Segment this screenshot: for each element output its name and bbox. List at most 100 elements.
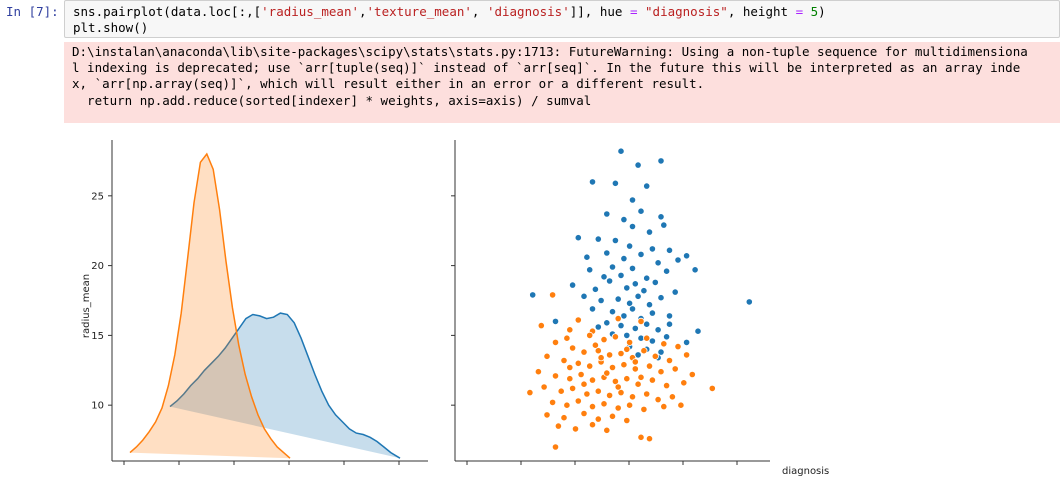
scatter-point <box>620 361 628 369</box>
stderr-line: D:\instalan\anaconda\lib\site-packages\s… <box>72 44 1028 59</box>
scatter-point <box>645 362 654 370</box>
scatter-point <box>745 298 753 306</box>
scatter-point <box>637 317 645 325</box>
scatter-point <box>614 404 622 412</box>
scatter-point <box>708 384 716 392</box>
scatter-point <box>551 372 560 380</box>
scatter-point <box>580 292 588 300</box>
scatter-point <box>662 267 671 275</box>
scatter-point <box>648 309 657 317</box>
y-tick-label: 15 <box>91 331 104 342</box>
scatter-point <box>594 235 602 243</box>
scatter-point <box>588 305 597 313</box>
scatter-point <box>631 358 639 366</box>
scatter-point <box>654 326 662 334</box>
scatter-point <box>605 391 614 399</box>
scatter-point <box>665 356 674 365</box>
scatter-point <box>662 381 671 390</box>
scatter-point <box>643 320 651 328</box>
scatter-point <box>634 351 642 359</box>
scatter-axes <box>451 140 770 465</box>
scatter-point <box>682 252 691 260</box>
scatter-point <box>620 312 628 320</box>
scatter-point <box>637 250 645 258</box>
scatter-point <box>631 324 639 332</box>
scatter-point <box>628 264 637 272</box>
kde-line <box>129 152 291 459</box>
code-token: 'texture_mean' <box>366 4 472 19</box>
kde-axes: 10 15 20 25 <box>91 140 428 465</box>
scatter-point <box>611 377 620 385</box>
scatter-point <box>651 352 659 360</box>
scatter-point <box>591 341 600 349</box>
scatter-point <box>577 370 585 379</box>
scatter-point <box>580 348 588 356</box>
scatter-point <box>674 342 682 351</box>
scatter-point <box>540 383 548 391</box>
scatter-point <box>594 347 602 355</box>
scatter-point <box>660 340 668 348</box>
scatter-point <box>534 368 543 376</box>
y-tick-label: 20 <box>91 261 104 272</box>
scatter-point <box>568 281 577 289</box>
scatter-point <box>628 196 637 204</box>
scatter-point <box>648 245 657 253</box>
scatter-point <box>643 274 651 282</box>
code-text[interactable]: sns.pairplot(data.loc[:,['radius_mean','… <box>73 4 826 36</box>
scatter-point <box>657 368 665 376</box>
code-line-2: plt.show() <box>73 20 149 35</box>
scatter-point <box>594 323 602 331</box>
scatter-point <box>600 400 608 408</box>
scatter-point <box>557 387 565 395</box>
scatter-point <box>645 301 654 309</box>
scatter-point <box>548 398 557 406</box>
code-line-1: sns.pairplot(data.loc[:,['radius_mean','… <box>73 4 826 19</box>
scatter-point <box>677 401 685 409</box>
stderr-text: D:\instalan\anaconda\lib\site-packages\s… <box>72 44 1028 109</box>
scatter-point <box>605 351 614 359</box>
code-input-area[interactable]: sns.pairplot(data.loc[:,['radius_mean','… <box>64 0 1060 38</box>
scatter-point <box>597 296 605 305</box>
scatter-point <box>554 422 563 430</box>
scatter-point <box>588 421 597 429</box>
scatter-point <box>526 388 534 397</box>
cell-prompt: In [7]: <box>6 4 59 19</box>
scatter-point <box>665 246 674 254</box>
scatter-point <box>660 402 668 411</box>
scatter-point <box>660 221 668 229</box>
scatter-point <box>617 349 625 358</box>
scatter-point <box>591 285 600 293</box>
scatter-point <box>608 263 617 271</box>
scatter-point <box>574 234 582 242</box>
scatter-point <box>543 411 551 419</box>
scatter-point <box>611 236 620 245</box>
scatter-point <box>662 333 671 341</box>
scatter-point <box>586 362 594 370</box>
scatter-point <box>625 242 634 250</box>
scatter-point <box>665 320 674 328</box>
scatter-point <box>603 319 611 327</box>
scatter-point <box>551 443 560 451</box>
scatter-point <box>637 373 645 381</box>
scatter-point <box>654 395 662 404</box>
scatter-point <box>645 228 654 236</box>
y-axis-label: radius_mean <box>81 274 92 338</box>
scatter-point <box>688 370 696 379</box>
scatter-point <box>623 331 631 339</box>
scatter-point <box>643 334 651 342</box>
scatter-point <box>691 266 699 274</box>
scatter-point <box>574 359 582 367</box>
scatter-point <box>623 375 631 383</box>
scatter-point <box>617 388 625 397</box>
scatter-point <box>597 354 605 362</box>
scatter-point <box>551 317 560 325</box>
scatter-point <box>625 338 634 346</box>
code-token: 5 <box>810 4 819 19</box>
scatter-point <box>566 363 574 372</box>
scatter-point <box>674 256 682 264</box>
scatter-point <box>617 321 625 330</box>
scatter-point <box>560 414 568 422</box>
scatter-point <box>551 338 560 346</box>
scatter-point <box>614 295 622 303</box>
scatter-point <box>600 273 608 281</box>
